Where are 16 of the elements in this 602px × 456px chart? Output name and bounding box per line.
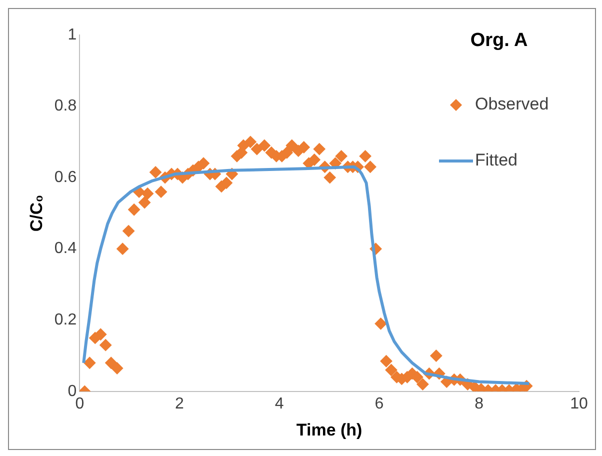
chart-title: Org. A	[470, 30, 528, 52]
x-tick-label: 6	[374, 395, 384, 412]
y-axis-title: C/C₀	[26, 194, 46, 232]
y-tick-label: 0.2	[54, 312, 77, 329]
legend-label: Fitted	[475, 150, 518, 170]
x-axis-title: Time (h)	[296, 420, 362, 440]
x-tick-label: 10	[570, 395, 588, 412]
y-tick-label: 0.6	[54, 168, 77, 186]
legend-label: Observed	[475, 94, 549, 114]
y-tick-label: 0	[68, 382, 77, 400]
y-tick-label: 1	[68, 26, 77, 44]
x-tick-label: 2	[175, 395, 184, 412]
x-tick-label: 8	[474, 395, 484, 412]
y-tick-label: 0.8	[54, 98, 77, 115]
y-tick-label: 0.4	[54, 240, 77, 258]
x-tick-label: 4	[274, 395, 284, 412]
